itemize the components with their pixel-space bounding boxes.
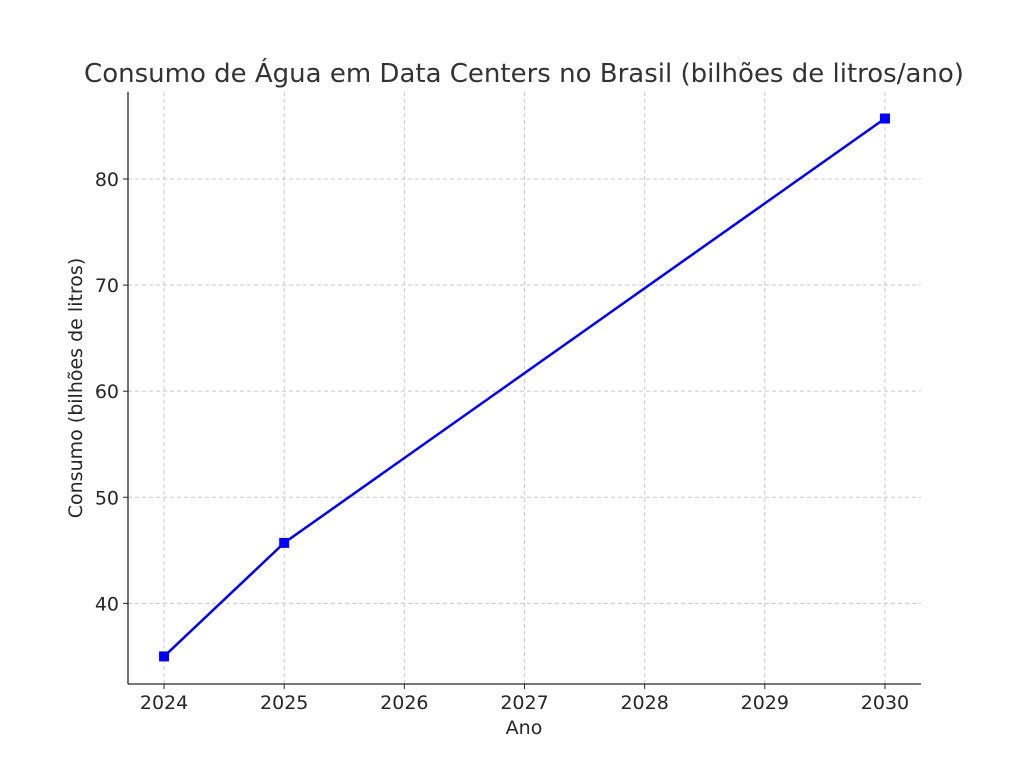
y-tick-label: 40 bbox=[95, 593, 119, 615]
data-point-marker bbox=[279, 537, 290, 548]
y-tick-label: 60 bbox=[95, 381, 119, 403]
x-tick-label: 2029 bbox=[741, 692, 789, 714]
x-tick-label: 2024 bbox=[140, 692, 188, 714]
chart-title: Consumo de Água em Data Centers no Brasi… bbox=[84, 57, 964, 89]
x-tick-label: 2028 bbox=[620, 692, 668, 714]
y-tick-label: 70 bbox=[95, 275, 119, 297]
x-axis-label: Ano bbox=[506, 717, 543, 739]
x-tick-label: 2027 bbox=[500, 692, 548, 714]
x-tick-label: 2030 bbox=[861, 692, 909, 714]
y-tick-label: 50 bbox=[95, 487, 119, 509]
x-tick-label: 2025 bbox=[260, 692, 308, 714]
y-axis-label: Consumo (bilhões de litros) bbox=[65, 258, 87, 519]
data-point-marker bbox=[879, 113, 890, 124]
x-tick-label: 2026 bbox=[380, 692, 428, 714]
data-point-marker bbox=[159, 651, 170, 662]
y-tick-label: 80 bbox=[95, 169, 119, 191]
